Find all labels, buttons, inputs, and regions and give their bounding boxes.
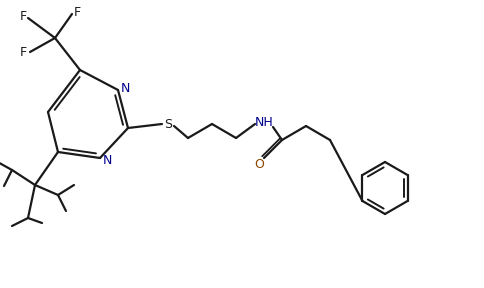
- Text: N: N: [120, 82, 129, 94]
- Text: O: O: [254, 158, 263, 171]
- Text: F: F: [73, 5, 80, 18]
- Text: NH: NH: [254, 117, 273, 130]
- Text: F: F: [19, 10, 27, 22]
- Text: F: F: [19, 46, 27, 58]
- Text: S: S: [164, 118, 172, 130]
- Text: N: N: [102, 154, 111, 168]
